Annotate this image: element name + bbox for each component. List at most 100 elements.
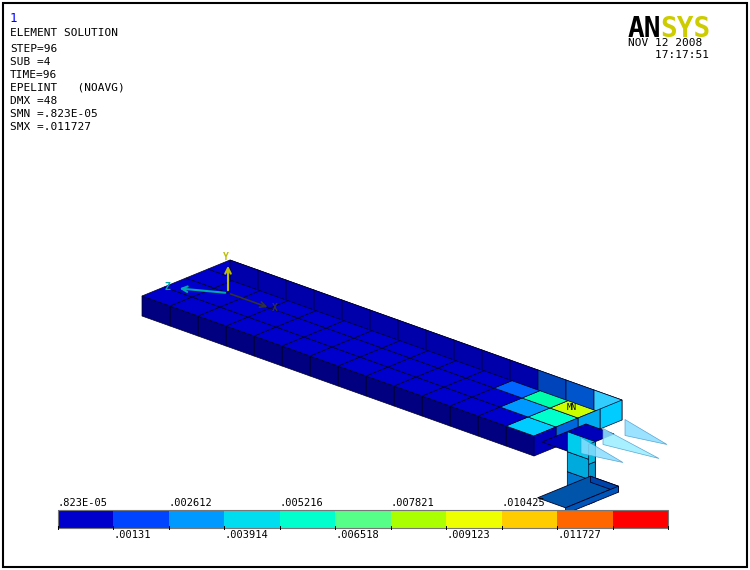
Polygon shape: [528, 408, 578, 427]
Polygon shape: [186, 269, 236, 288]
Polygon shape: [198, 307, 248, 326]
Polygon shape: [522, 389, 572, 408]
Polygon shape: [589, 482, 596, 504]
Polygon shape: [142, 296, 170, 326]
Polygon shape: [192, 288, 242, 307]
Polygon shape: [348, 310, 398, 329]
Polygon shape: [314, 290, 342, 320]
Polygon shape: [625, 420, 667, 445]
Text: .00131: .00131: [113, 530, 151, 540]
Polygon shape: [226, 317, 276, 336]
Polygon shape: [394, 377, 444, 396]
Polygon shape: [416, 368, 466, 387]
Polygon shape: [516, 370, 566, 389]
Bar: [391, 510, 446, 528]
Text: SUB =4: SUB =4: [10, 57, 50, 67]
Polygon shape: [494, 379, 544, 398]
Bar: [169, 510, 224, 528]
Text: NOV 12 2008: NOV 12 2008: [628, 38, 702, 48]
Text: MN: MN: [567, 403, 577, 412]
Polygon shape: [264, 280, 314, 299]
Text: Y: Y: [223, 252, 229, 262]
Text: 17:17:51: 17:17:51: [628, 50, 709, 60]
Polygon shape: [398, 320, 426, 350]
Bar: [446, 510, 502, 528]
Polygon shape: [142, 287, 192, 306]
Polygon shape: [589, 462, 596, 484]
Polygon shape: [460, 350, 510, 369]
Polygon shape: [444, 378, 494, 397]
Bar: [280, 510, 335, 528]
Polygon shape: [450, 397, 500, 416]
Polygon shape: [360, 348, 410, 367]
Text: Z: Z: [165, 282, 171, 292]
Polygon shape: [170, 297, 220, 316]
Text: AN: AN: [628, 15, 662, 43]
Polygon shape: [566, 486, 619, 514]
Text: TIME=96: TIME=96: [10, 70, 57, 80]
Polygon shape: [589, 442, 596, 465]
Polygon shape: [590, 476, 619, 492]
Text: ELEMENT SOLUTION: ELEMENT SOLUTION: [10, 28, 118, 38]
Polygon shape: [298, 309, 348, 328]
Polygon shape: [572, 390, 622, 409]
Polygon shape: [292, 290, 342, 309]
Polygon shape: [472, 388, 522, 407]
Polygon shape: [394, 386, 422, 416]
Polygon shape: [538, 370, 566, 400]
Polygon shape: [506, 417, 556, 436]
Polygon shape: [544, 380, 594, 399]
Polygon shape: [248, 308, 298, 327]
Polygon shape: [538, 476, 619, 508]
Text: SYS: SYS: [660, 15, 710, 43]
Polygon shape: [578, 409, 600, 438]
Polygon shape: [220, 298, 270, 317]
Polygon shape: [276, 318, 326, 337]
Polygon shape: [286, 280, 314, 310]
Polygon shape: [254, 327, 304, 346]
Polygon shape: [567, 471, 596, 502]
Polygon shape: [382, 339, 432, 358]
Polygon shape: [242, 289, 292, 308]
Polygon shape: [310, 356, 338, 386]
Polygon shape: [567, 451, 596, 482]
Text: .011727: .011727: [557, 530, 601, 540]
Polygon shape: [338, 357, 388, 376]
Polygon shape: [164, 278, 214, 297]
Text: DMX =48: DMX =48: [10, 96, 57, 106]
Polygon shape: [488, 360, 538, 379]
Polygon shape: [550, 399, 600, 418]
Polygon shape: [581, 438, 623, 462]
Polygon shape: [208, 260, 258, 279]
Polygon shape: [320, 300, 370, 319]
Polygon shape: [376, 320, 426, 339]
Text: .823E-05: .823E-05: [58, 498, 108, 508]
Polygon shape: [478, 416, 506, 446]
Text: SMX =.011727: SMX =.011727: [10, 122, 91, 132]
Bar: [557, 510, 613, 528]
Polygon shape: [198, 316, 226, 346]
Polygon shape: [270, 299, 320, 318]
Text: X: X: [272, 303, 278, 313]
Polygon shape: [326, 319, 376, 338]
Polygon shape: [603, 429, 659, 458]
Text: .009123: .009123: [446, 530, 490, 540]
Polygon shape: [226, 326, 254, 356]
Polygon shape: [478, 407, 528, 426]
Polygon shape: [482, 350, 510, 380]
Polygon shape: [422, 387, 472, 406]
Polygon shape: [454, 340, 482, 370]
Polygon shape: [534, 427, 556, 456]
Polygon shape: [370, 310, 398, 340]
Polygon shape: [342, 300, 370, 330]
Polygon shape: [404, 330, 454, 349]
Text: EPELINT   (NOAVG): EPELINT (NOAVG): [10, 83, 124, 93]
Polygon shape: [310, 347, 360, 366]
Polygon shape: [506, 426, 534, 456]
Polygon shape: [388, 358, 438, 377]
Polygon shape: [466, 369, 516, 388]
Polygon shape: [170, 306, 198, 336]
Bar: [224, 510, 280, 528]
Polygon shape: [366, 367, 416, 386]
Polygon shape: [438, 359, 488, 378]
